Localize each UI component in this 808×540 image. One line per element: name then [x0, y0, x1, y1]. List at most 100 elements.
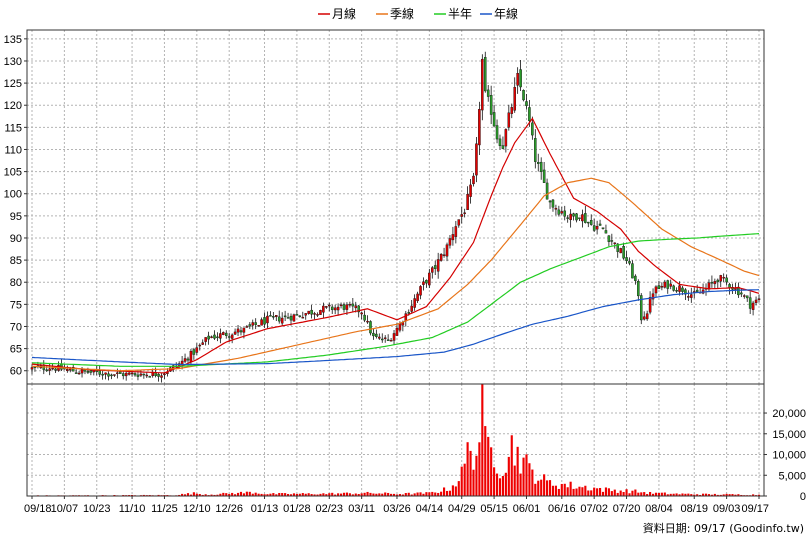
volume-bar: [543, 474, 546, 496]
candle-down: [484, 57, 487, 92]
volume-bar: [369, 492, 372, 496]
candle-down: [380, 338, 384, 341]
candle-up: [383, 337, 387, 339]
candle-down: [286, 317, 290, 319]
candle-up: [127, 372, 131, 375]
date-tick-label: 10/23: [83, 503, 111, 515]
candle-up: [80, 369, 84, 374]
volume-bar: [395, 494, 399, 496]
candle-up: [619, 248, 622, 254]
candle-down: [528, 107, 531, 122]
candle-down: [531, 122, 534, 136]
candle-down: [551, 199, 555, 208]
volume-bar: [451, 485, 454, 496]
candle-up: [66, 369, 69, 371]
candle-down: [566, 217, 569, 219]
candle-down: [622, 245, 625, 259]
date-tick-label: 10/07: [51, 503, 79, 515]
candle-up: [504, 129, 508, 147]
volume-bar: [478, 442, 481, 496]
volume-bar: [275, 494, 278, 496]
candle-down: [248, 324, 252, 327]
candle-down: [501, 145, 505, 149]
volume-bar: [192, 492, 195, 496]
volume-bar: [469, 450, 472, 496]
candle-down: [539, 161, 543, 172]
candle-up: [401, 322, 405, 326]
volume-bar: [454, 486, 457, 496]
candle-up: [581, 214, 584, 222]
candle-down: [639, 295, 643, 321]
candle-up: [30, 367, 34, 370]
volume-bar: [231, 492, 234, 496]
volume-bar: [528, 463, 531, 496]
volume-bar: [616, 492, 619, 496]
volume-bar: [387, 492, 390, 496]
candle-down: [716, 279, 720, 283]
candle-down: [657, 285, 661, 290]
candle-up: [642, 316, 646, 320]
volume-bar: [619, 490, 622, 496]
candle-up: [222, 332, 225, 335]
candle-down: [575, 213, 578, 221]
price-tick-label: 85: [10, 255, 22, 267]
volume-bar: [593, 487, 596, 496]
candle-down: [207, 335, 210, 340]
candle-down: [254, 322, 257, 325]
candle-down: [672, 285, 675, 291]
price-grid: [27, 30, 764, 384]
volume-bar: [596, 488, 599, 496]
volume-bar: [354, 493, 357, 496]
volume-bar: [437, 492, 440, 496]
candle-up: [139, 373, 143, 376]
candle-down: [216, 336, 219, 339]
legend-label: 季線: [390, 6, 414, 21]
volume-bar: [601, 491, 605, 496]
volume-bar: [419, 492, 422, 496]
candle-up: [328, 304, 331, 307]
volume-bar: [481, 384, 484, 496]
volume-bar: [266, 494, 269, 496]
volume-bar: [460, 466, 463, 496]
volume-bar: [463, 463, 466, 496]
volume-bar: [501, 476, 505, 496]
candle-up: [245, 326, 249, 328]
volume-bar: [713, 493, 716, 496]
candle-down: [272, 315, 275, 318]
candle-down: [628, 261, 631, 264]
candle-down: [239, 330, 243, 333]
candle-down: [745, 295, 749, 299]
candle-up: [48, 368, 51, 371]
volume-bar: [504, 472, 507, 496]
volume-bar: [375, 493, 378, 496]
candle-down: [407, 312, 411, 314]
candle-up: [189, 350, 193, 363]
date-tick-label: 01/28: [283, 503, 311, 515]
candle-up: [360, 312, 363, 315]
volume-bar: [219, 493, 222, 496]
candle-down: [522, 90, 525, 101]
volume-bar: [210, 494, 213, 496]
candle-up: [104, 372, 107, 375]
price-tick-label: 65: [10, 344, 22, 356]
moving-average-lines: [31, 117, 760, 374]
volume-bar: [484, 426, 487, 496]
volume-bar: [239, 491, 243, 496]
volume-bar: [298, 493, 301, 496]
candle-down: [330, 306, 334, 310]
candle-up: [366, 320, 369, 323]
candle-down: [548, 200, 552, 203]
candle-down: [492, 112, 496, 127]
volume-bar: [757, 494, 761, 496]
volume-bar: [183, 494, 187, 496]
candle-up: [516, 73, 519, 86]
candle-up: [230, 334, 234, 339]
volume-bar: [225, 493, 228, 496]
volume-bar: [198, 494, 201, 496]
candle-down: [133, 373, 137, 376]
volume-bar: [378, 493, 381, 496]
candle-down: [375, 333, 378, 337]
volume-bar: [304, 493, 307, 496]
candle-down: [89, 370, 93, 373]
